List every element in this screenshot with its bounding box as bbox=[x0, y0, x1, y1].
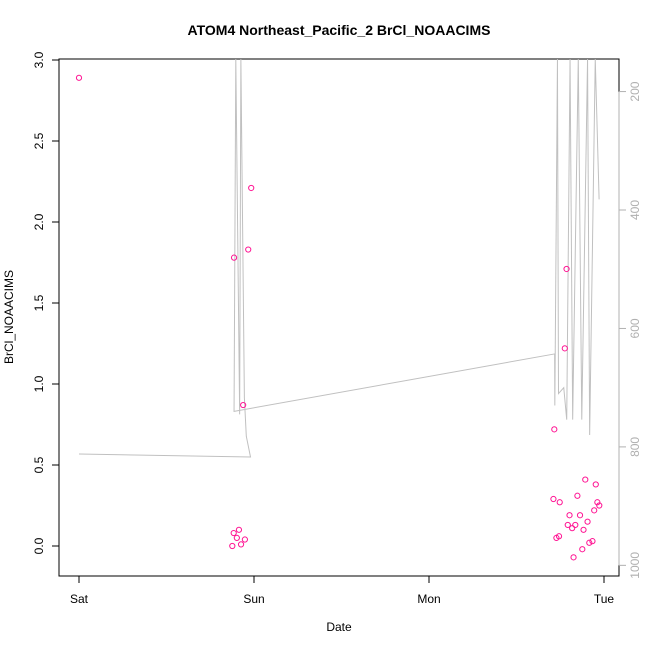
x-tick-label: Mon bbox=[417, 592, 440, 606]
data-point bbox=[556, 499, 563, 506]
data-point bbox=[555, 533, 563, 540]
data-point bbox=[230, 254, 238, 261]
right-axis-line-series bbox=[78, 58, 600, 458]
data-point bbox=[574, 492, 581, 499]
data-point bbox=[596, 502, 603, 509]
data-point bbox=[240, 401, 247, 409]
right-tick-label: 800 bbox=[628, 437, 642, 457]
data-point bbox=[586, 539, 593, 546]
data-point bbox=[248, 184, 255, 192]
right-axis: 200 400 600 800 1000 bbox=[618, 81, 642, 579]
y-axis-label: BrCl_NOAACIMS bbox=[2, 270, 16, 364]
x-axis: Sat Sun Mon Tue bbox=[70, 575, 615, 606]
data-point bbox=[580, 526, 587, 533]
y-tick-label: 3.0 bbox=[32, 51, 46, 68]
data-point bbox=[584, 518, 591, 525]
data-point bbox=[579, 546, 586, 553]
data-point bbox=[576, 512, 584, 519]
data-point bbox=[591, 507, 598, 514]
x-axis-label: Date bbox=[326, 620, 352, 634]
data-point bbox=[594, 499, 601, 506]
data-point bbox=[582, 476, 589, 483]
data-point bbox=[551, 426, 558, 433]
y-tick-label: 2.5 bbox=[32, 132, 46, 149]
right-tick-label: 200 bbox=[628, 81, 642, 101]
data-point bbox=[561, 345, 568, 352]
data-point bbox=[235, 526, 243, 533]
data-point bbox=[563, 265, 570, 273]
series-line bbox=[78, 58, 600, 458]
y-tick-label: 1.0 bbox=[32, 375, 46, 392]
data-point bbox=[75, 74, 83, 81]
data-point bbox=[592, 481, 599, 488]
y-tick-label: 2.0 bbox=[32, 213, 46, 230]
data-point bbox=[229, 542, 236, 550]
data-point bbox=[233, 534, 240, 542]
data-point bbox=[572, 521, 579, 529]
plot-frame bbox=[58, 58, 620, 577]
data-point bbox=[230, 529, 237, 537]
y-tick-label: 1.5 bbox=[32, 294, 46, 311]
right-tick-label: 400 bbox=[628, 200, 642, 220]
scatter-series bbox=[75, 74, 603, 561]
x-tick-label: Tue bbox=[594, 592, 615, 606]
data-point bbox=[241, 536, 248, 543]
x-tick-label: Sat bbox=[70, 592, 89, 606]
y-tick-label: 0.5 bbox=[32, 456, 46, 473]
data-point bbox=[566, 512, 573, 519]
data-point bbox=[245, 246, 252, 253]
x-tick-label: Sun bbox=[243, 592, 264, 606]
data-point bbox=[569, 525, 576, 532]
data-point bbox=[589, 538, 596, 545]
data-point bbox=[564, 521, 571, 529]
y-axis: 0.0 0.5 1.0 1.5 2.0 2.5 3.0 bbox=[32, 51, 60, 554]
y-tick-label: 0.0 bbox=[32, 537, 46, 554]
chart-title: ATOM4 Northeast_Pacific_2 BrCl_NOAACIMS bbox=[188, 22, 491, 38]
right-tick-label: 1000 bbox=[628, 552, 642, 579]
right-tick-label: 600 bbox=[628, 318, 642, 338]
data-point bbox=[570, 554, 577, 561]
data-point bbox=[550, 495, 557, 503]
data-point bbox=[237, 541, 245, 548]
